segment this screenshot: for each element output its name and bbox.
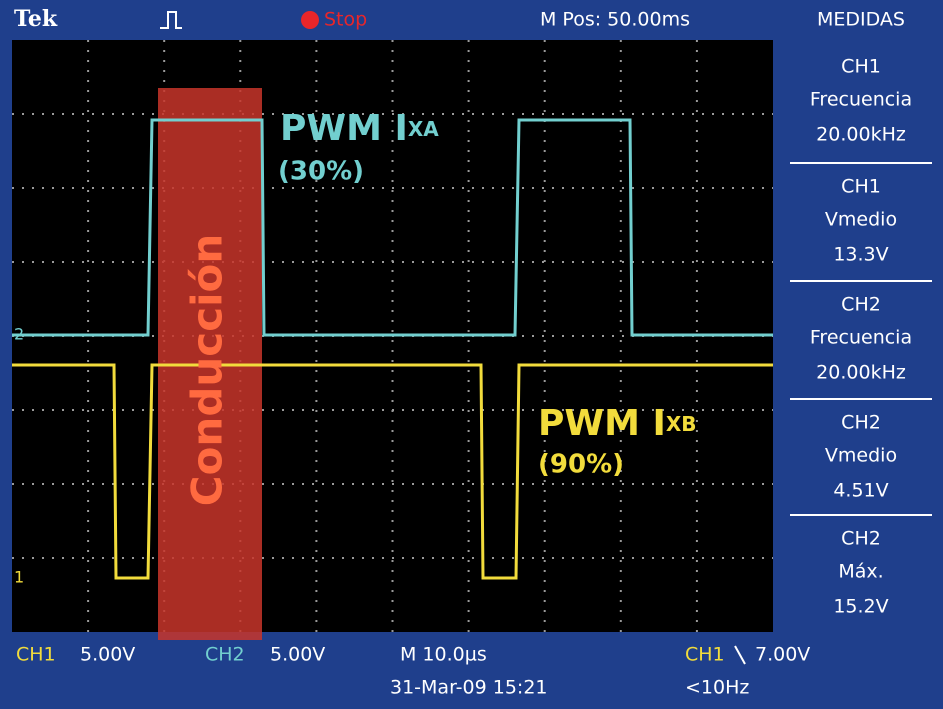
- meas-name: Vmedio: [825, 445, 897, 467]
- meas-value: 20.00kHz: [816, 124, 906, 146]
- date: 31-Mar-09 15:21: [390, 677, 548, 699]
- brand: Tek: [14, 6, 58, 32]
- menu-title: MEDIDAS: [817, 9, 905, 31]
- meas-channel: CH1: [841, 176, 881, 198]
- meas-value: 13.3V: [833, 244, 888, 266]
- ch2-label: CH2: [205, 644, 245, 666]
- meas-channel: CH2: [841, 294, 881, 316]
- oscilloscope-screen: Tek Stop M Pos: 50.00ms MEDIDAS CH1 Frecu…: [0, 0, 943, 709]
- timebase: M 10.0µs: [400, 644, 487, 666]
- ch1-label: CH1: [16, 644, 56, 666]
- trigger-source: CH1: [685, 644, 725, 666]
- meas-channel: CH1: [841, 56, 881, 78]
- run-state: Stop: [324, 9, 367, 31]
- meas-name: Máx.: [838, 561, 883, 583]
- xb-sub: XB: [666, 412, 697, 436]
- meas-value: 15.2V: [833, 596, 888, 618]
- xa-main: PWM I: [280, 108, 408, 149]
- meas-value: 4.51V: [833, 480, 888, 502]
- meas-name: Frecuencia: [810, 89, 912, 111]
- xa-sub: XA: [408, 117, 439, 141]
- meas-channel: CH2: [841, 412, 881, 434]
- trigger-level: 7.00V: [755, 644, 810, 666]
- xb-duty: (90%): [538, 450, 624, 480]
- frequency: <10Hz: [685, 677, 749, 699]
- xb-main: PWM I: [538, 403, 666, 444]
- position: M Pos: 50.00ms: [540, 9, 690, 31]
- meas-channel: CH2: [841, 528, 881, 550]
- ch2-scale: 5.00V: [270, 644, 325, 666]
- xa-duty: (30%): [278, 157, 364, 187]
- ch1-scale: 5.00V: [80, 644, 135, 666]
- ch2-marker: 2: [14, 325, 24, 344]
- ch1-marker: 1: [14, 568, 24, 587]
- meas-name: Frecuencia: [810, 327, 912, 349]
- stop-dot: [301, 11, 319, 29]
- meas-value: 20.00kHz: [816, 362, 906, 384]
- conduction-label: Conducción: [183, 234, 232, 507]
- meas-name: Vmedio: [825, 209, 897, 231]
